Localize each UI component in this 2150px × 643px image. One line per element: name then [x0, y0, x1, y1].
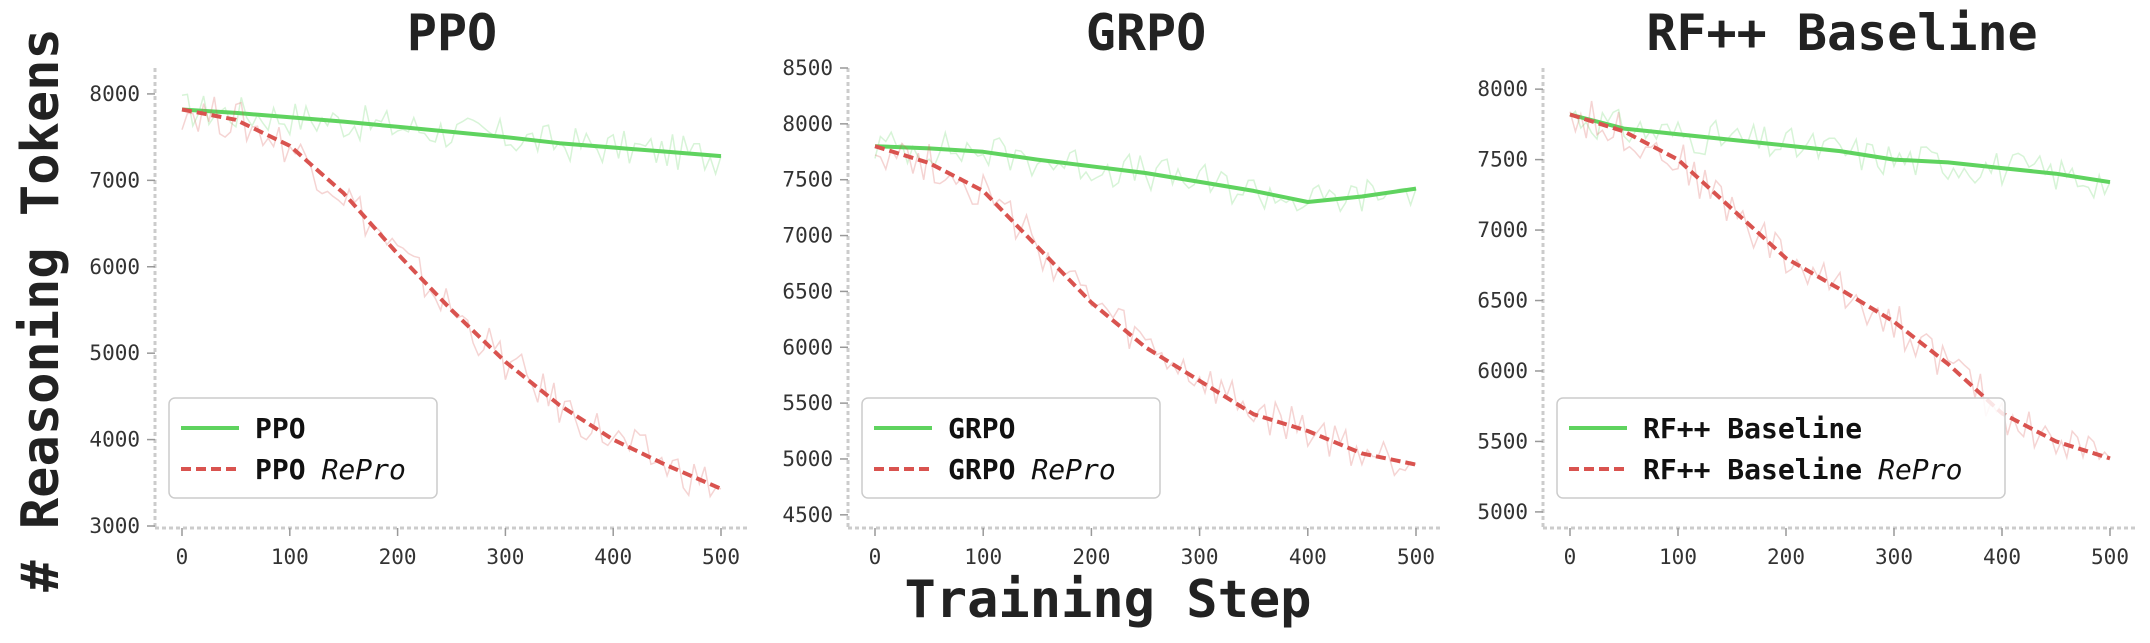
y-tick-label: 7500	[1477, 148, 1528, 172]
x-tick-label: 0	[1564, 545, 1577, 569]
y-tick-label: 5500	[1477, 429, 1528, 453]
legend-label-baseline: PPO	[255, 412, 306, 445]
repro-series-line	[181, 107, 722, 491]
y-tick-label: 6000	[782, 335, 833, 359]
panel-title: GRPO	[1086, 4, 1206, 62]
legend-label-repro-method: PPO	[255, 453, 306, 486]
y-tick-label: 5000	[782, 447, 833, 471]
x-tick-label: 400	[594, 545, 632, 569]
y-tick-label: 5000	[89, 341, 140, 365]
y-tick-label: 6500	[782, 279, 833, 303]
y-tick-label: 8000	[782, 112, 833, 136]
series-raw-trace	[874, 141, 1417, 477]
x-tick-label: 300	[1875, 545, 1913, 569]
x-tick-label: 200	[379, 545, 417, 569]
panel-2: RF++ Baseline 0 100 200 300 400 500 5000 5500 600…	[1477, 4, 2137, 569]
x-tick-label: 100	[964, 545, 1002, 569]
series-raw-trace	[1569, 108, 2111, 200]
y-tick-label: 8500	[782, 56, 833, 80]
legend-label-repro-suffix: RePro	[322, 453, 406, 486]
x-tick-label: 200	[1767, 545, 1805, 569]
legend-label-repro-suffix: RePro	[1031, 453, 1115, 486]
legend-label-repro: PPO RePro	[255, 453, 406, 486]
y-tick-label: 7500	[782, 168, 833, 192]
x-tick-label: 200	[1072, 545, 1110, 569]
legend-label-baseline: GRPO	[948, 412, 1015, 445]
legend: PPO PPO RePro	[168, 397, 438, 499]
y-tick-label: 4000	[89, 428, 140, 452]
x-tick-label: 300	[486, 545, 524, 569]
y-axis-label: # Reasoning Tokens	[11, 28, 71, 592]
legend-label-repro-method: GRPO	[948, 453, 1015, 486]
legend-box	[168, 397, 438, 499]
y-tick-label: 8000	[89, 82, 140, 106]
x-axis-label: Training Step	[905, 570, 1312, 630]
x-tick-label: 400	[1983, 545, 2021, 569]
x-tick-label: 500	[702, 545, 740, 569]
y-tick-label: 3000	[89, 514, 140, 538]
repro-series-line	[874, 144, 1417, 467]
legend-label-repro-suffix: RePro	[1878, 453, 1962, 486]
repro-series-line	[1569, 112, 2111, 461]
legend-label-repro: GRPO RePro	[948, 453, 1116, 486]
x-tick-label: 0	[176, 545, 189, 569]
legend-label-repro-method: RF++ Baseline	[1643, 453, 1862, 486]
x-tick-label: 100	[271, 545, 309, 569]
x-tick-label: 100	[1659, 545, 1697, 569]
legend: RF++ Baseline RF++ Baseline RePro	[1556, 397, 2006, 499]
y-tick-label: 6000	[89, 255, 140, 279]
baseline-series-line	[181, 107, 722, 159]
legend-label-baseline: RF++ Baseline	[1643, 412, 1862, 445]
y-tick-label: 7000	[1477, 218, 1528, 242]
y-tick-label: 8000	[1477, 77, 1528, 101]
legend-box	[1556, 397, 2006, 499]
y-tick-label: 4500	[782, 503, 833, 527]
legend-label-repro: RF++ Baseline RePro	[1643, 453, 1962, 486]
panel-title: PPO	[407, 4, 497, 62]
baseline-series-line	[874, 144, 1417, 204]
x-tick-label: 500	[2091, 545, 2129, 569]
y-tick-label: 7000	[782, 224, 833, 248]
series-raw-trace	[181, 93, 722, 177]
panel-title: RF++ Baseline	[1646, 4, 2037, 62]
legend-box	[861, 397, 1161, 499]
panel-1: GRPO 0 100 200 300 400 500 4500 5000 5500 6000 6500…	[782, 4, 1443, 569]
panel-0: PPO 0 100 200 300 400 500 3000 4000 5000 6000 7000 8…	[89, 4, 748, 569]
y-tick-label: 5000	[1477, 500, 1528, 524]
x-tick-label: 400	[1289, 545, 1327, 569]
y-tick-label: 6000	[1477, 359, 1528, 383]
y-tick-label: 7000	[89, 168, 140, 192]
x-tick-label: 0	[869, 545, 882, 569]
x-tick-label: 300	[1181, 545, 1219, 569]
y-tick-label: 5500	[782, 391, 833, 415]
y-tick-label: 6500	[1477, 289, 1528, 313]
legend: GRPO GRPO RePro	[861, 397, 1161, 499]
x-tick-label: 500	[1397, 545, 1435, 569]
baseline-series-line	[1569, 112, 2111, 185]
series-raw-trace	[1569, 100, 2111, 461]
